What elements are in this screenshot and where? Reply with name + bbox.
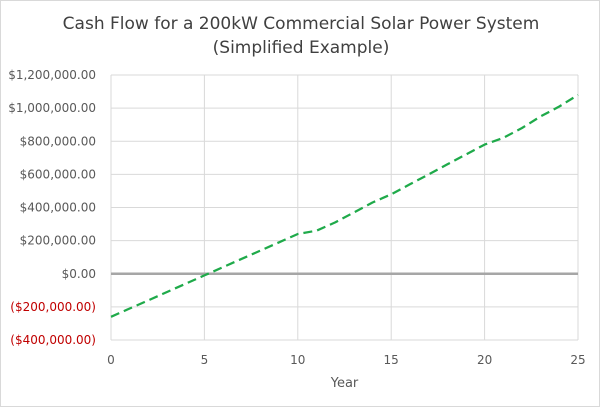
chart-title: Cash Flow for a 200kW Commercial Solar P… [62, 14, 540, 34]
y-tick-label: $0.00 [62, 267, 96, 281]
x-tick-label: 15 [384, 353, 399, 367]
x-tick-label: 0 [107, 353, 115, 367]
y-tick-label: ($200,000.00) [10, 300, 96, 314]
x-tick-label: 10 [290, 353, 305, 367]
y-tick-label: $1,000,000.00 [8, 101, 96, 115]
y-tick-label: $400,000.00 [20, 201, 96, 215]
x-axis-title: Year [330, 376, 359, 391]
y-tick-label: $600,000.00 [20, 167, 96, 181]
cash-flow-series-line [110, 93, 579, 318]
y-tick-label: $200,000.00 [20, 234, 96, 248]
x-tick-label: 5 [201, 353, 209, 367]
x-tick-label: 20 [477, 353, 492, 367]
y-tick-label: $800,000.00 [20, 134, 96, 148]
x-tick-label: 25 [570, 353, 585, 367]
y-tick-label: $1,200,000.00 [8, 68, 96, 82]
y-tick-label: ($400,000.00) [10, 333, 96, 347]
chart-subtitle: (Simplified Example) [212, 38, 390, 58]
